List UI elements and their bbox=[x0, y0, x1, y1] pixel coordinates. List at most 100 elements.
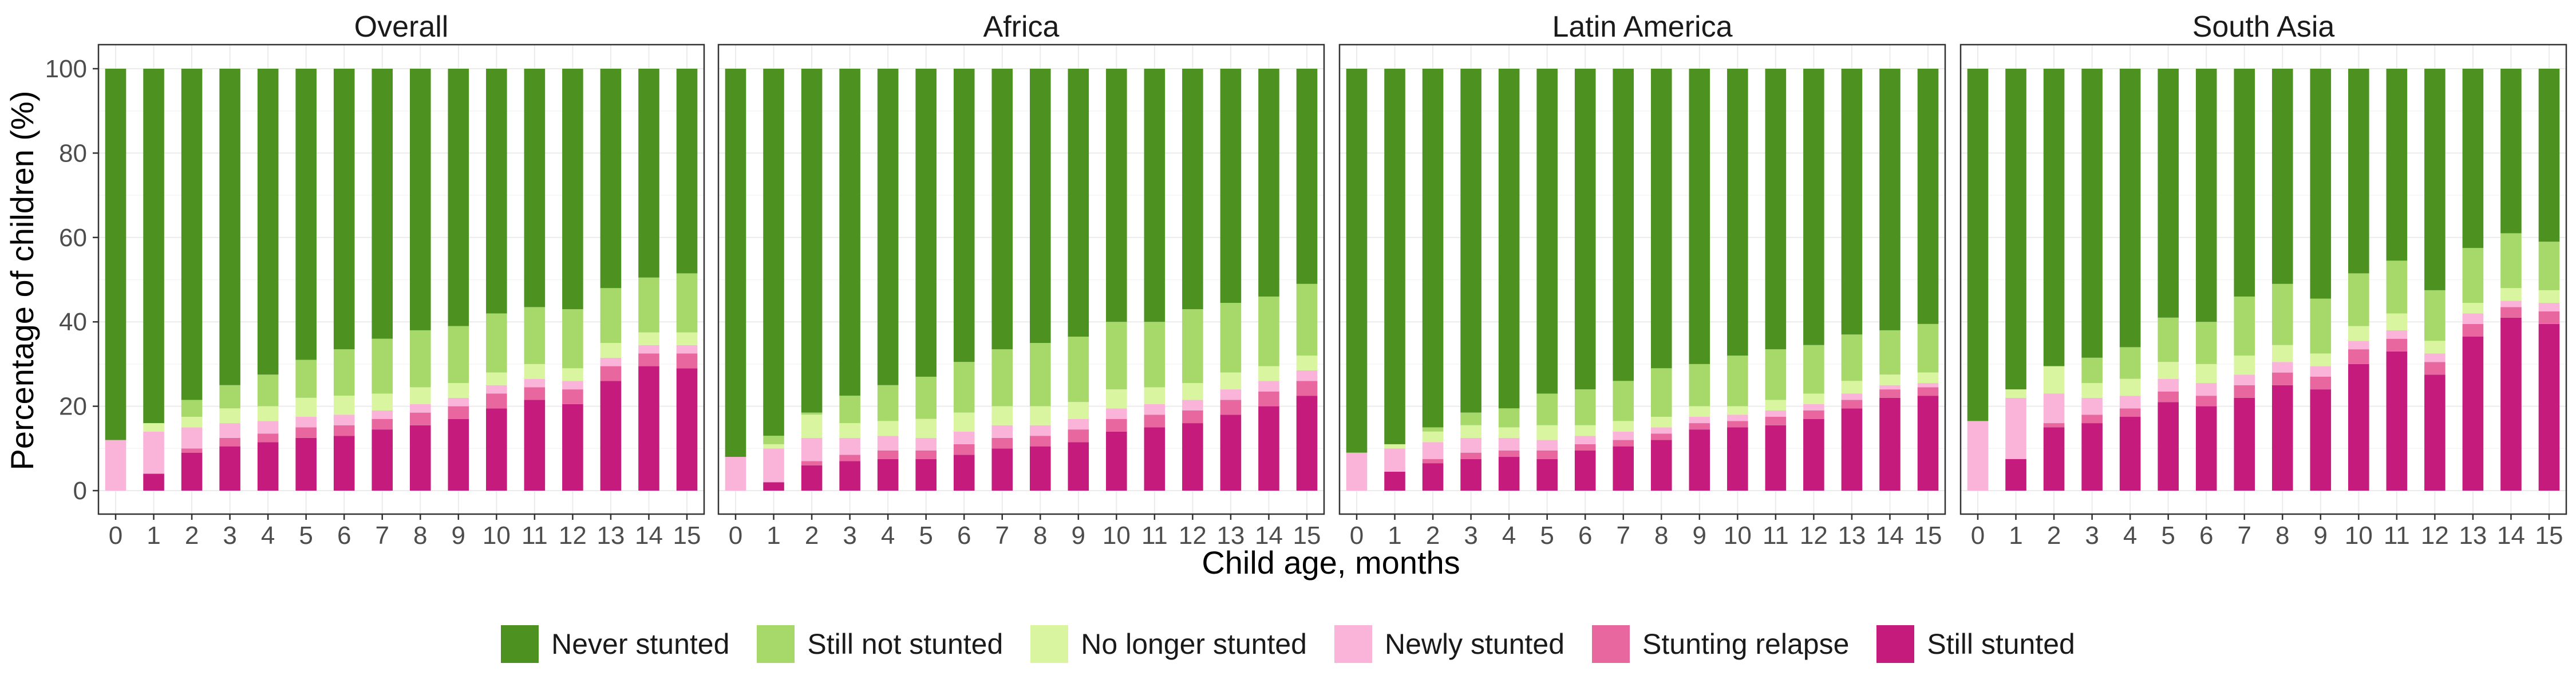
bar-segment-stunting-relapse bbox=[1841, 400, 1863, 409]
x-tick-label: 8 bbox=[2275, 522, 2289, 550]
bar-segment-still-stunted bbox=[1384, 471, 1405, 491]
bar-segment-newly-stunted bbox=[676, 345, 698, 354]
bar-segment-still-stunted bbox=[181, 452, 203, 491]
bar-segment-stunting-relapse bbox=[372, 418, 393, 430]
bar-segment-stunting-relapse bbox=[1220, 400, 1242, 415]
x-tick-label: 1 bbox=[767, 522, 780, 550]
bar-segment-newly-stunted bbox=[1068, 418, 1089, 430]
bar-segment-stunting-relapse bbox=[1803, 410, 1824, 419]
bar-segment-no-longer-stunted bbox=[524, 364, 546, 379]
bar-segment-still-stunted bbox=[839, 461, 860, 491]
x-tick-label: 7 bbox=[995, 522, 1009, 550]
bar-segment-still-stunted bbox=[1258, 406, 1279, 491]
bar-segment-never-stunted bbox=[1765, 69, 1787, 350]
x-tick-label: 8 bbox=[413, 522, 427, 550]
bar-segment-no-longer-stunted bbox=[2158, 362, 2179, 379]
bar-segment-stunting-relapse bbox=[2234, 385, 2255, 398]
bar-segment-never-stunted bbox=[1220, 69, 1242, 303]
bar-segment-stunting-relapse bbox=[2462, 323, 2484, 337]
bar-segment-still-not-stunted bbox=[562, 309, 583, 369]
bar-segment-no-longer-stunted bbox=[1258, 366, 1279, 381]
bar-segment-never-stunted bbox=[2158, 69, 2179, 318]
bar-segment-still-stunted bbox=[333, 436, 355, 491]
x-tick-label: 2 bbox=[805, 522, 819, 550]
bar-segment-no-longer-stunted bbox=[600, 343, 622, 358]
bar-segment-still-not-stunted bbox=[2234, 296, 2255, 356]
bar-segment-still-not-stunted bbox=[1917, 323, 1939, 373]
bar-segment-never-stunted bbox=[2271, 69, 2293, 284]
x-tick-label: 3 bbox=[223, 522, 236, 550]
bar-segment-still-stunted bbox=[219, 446, 240, 491]
bar-segment-no-longer-stunted bbox=[1460, 425, 1481, 438]
bar-segment-no-longer-stunted bbox=[1498, 427, 1520, 438]
bar-segment-still-stunted bbox=[2462, 336, 2484, 491]
bar-segment-stunting-relapse bbox=[2348, 349, 2369, 364]
bar-segment-still-not-stunted bbox=[1765, 349, 1787, 400]
bar-segment-stunting-relapse bbox=[1068, 429, 1089, 443]
bar-segment-newly-stunted bbox=[1258, 381, 1279, 392]
bar-segment-stunting-relapse bbox=[219, 437, 240, 447]
bar-segment-stunting-relapse bbox=[2158, 391, 2179, 402]
bar-segment-stunting-relapse bbox=[333, 425, 355, 436]
bar-segment-no-longer-stunted bbox=[219, 408, 240, 424]
bar-segment-still-not-stunted bbox=[2386, 260, 2408, 314]
x-axis-title: Child age, months bbox=[1202, 544, 1460, 581]
bar-segment-newly-stunted bbox=[2119, 396, 2141, 409]
bar-segment-still-stunted bbox=[1689, 429, 1710, 491]
bar-segment-still-not-stunted bbox=[295, 360, 317, 398]
bar-segment-newly-stunted bbox=[2005, 397, 2026, 459]
bar-segment-still-not-stunted bbox=[1498, 408, 1520, 428]
bar-segment-no-longer-stunted bbox=[295, 397, 317, 417]
bar-segment-still-not-stunted bbox=[877, 385, 899, 421]
bar-segment-no-longer-stunted bbox=[1727, 406, 1748, 415]
bar-segment-still-not-stunted bbox=[372, 338, 393, 394]
bar-segment-still-not-stunted bbox=[2538, 242, 2560, 290]
bar-segment-stunting-relapse bbox=[1106, 418, 1127, 432]
bar-segment-still-stunted bbox=[1650, 440, 1672, 491]
bar-segment-newly-stunted bbox=[105, 440, 127, 491]
bar-segment-still-stunted bbox=[1803, 418, 1824, 491]
bar-segment-stunting-relapse bbox=[1689, 423, 1710, 430]
bar-segment-newly-stunted bbox=[1803, 404, 1824, 410]
bar-segment-never-stunted bbox=[1967, 69, 1989, 421]
y-tick-label: 40 bbox=[59, 308, 87, 336]
bar-segment-still-not-stunted bbox=[991, 349, 1013, 406]
bar-segment-no-longer-stunted bbox=[1144, 387, 1165, 404]
bar-segment-no-longer-stunted bbox=[2234, 356, 2255, 375]
bar-segment-no-longer-stunted bbox=[562, 368, 583, 381]
legend-label: Still not stunted bbox=[807, 628, 1003, 660]
bar-segment-still-not-stunted bbox=[1144, 322, 1165, 388]
x-tick-label: 2 bbox=[2047, 522, 2061, 550]
bar-segment-newly-stunted bbox=[143, 431, 164, 474]
x-tick-label: 11 bbox=[521, 522, 548, 550]
bar-segment-newly-stunted bbox=[2195, 383, 2217, 396]
bar-segment-no-longer-stunted bbox=[638, 332, 659, 345]
bar-segment-still-not-stunted bbox=[839, 396, 860, 424]
bar-segment-still-stunted bbox=[562, 404, 583, 491]
x-tick-label: 11 bbox=[1141, 522, 1168, 550]
legend-key bbox=[1592, 625, 1630, 663]
bar-segment-stunting-relapse bbox=[524, 387, 546, 400]
bar-segment-still-not-stunted bbox=[409, 330, 431, 388]
bar-segment-newly-stunted bbox=[1879, 385, 1901, 390]
bar-segment-no-longer-stunted bbox=[763, 444, 784, 449]
bar-segment-stunting-relapse bbox=[1613, 440, 1634, 447]
bar-segment-stunting-relapse bbox=[409, 412, 431, 425]
x-tick-label: 5 bbox=[2161, 522, 2175, 550]
x-tick-label: 2 bbox=[1426, 522, 1440, 550]
bar-segment-still-stunted bbox=[1029, 446, 1051, 491]
bar-segment-stunting-relapse bbox=[1258, 391, 1279, 406]
x-tick-label: 15 bbox=[1914, 522, 1942, 550]
y-axis-title: Percentage of children (%) bbox=[4, 90, 40, 470]
x-tick-label: 7 bbox=[375, 522, 389, 550]
bar-segment-still-not-stunted bbox=[915, 377, 937, 419]
panel-title: Africa bbox=[983, 10, 1060, 44]
bar-segment-still-not-stunted bbox=[1803, 345, 1824, 394]
bar-segment-stunting-relapse bbox=[953, 444, 975, 455]
bar-segment-still-stunted bbox=[448, 418, 469, 491]
bar-segment-stunting-relapse bbox=[181, 448, 203, 453]
x-tick-label: 3 bbox=[2085, 522, 2099, 550]
bar-segment-never-stunted bbox=[1296, 69, 1318, 284]
